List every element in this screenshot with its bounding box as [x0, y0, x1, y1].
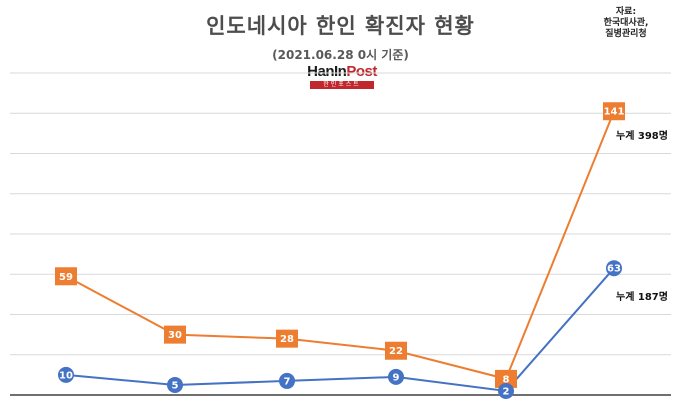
- data-label-circle: [58, 366, 74, 383]
- total-label: 누계 187명: [616, 290, 668, 303]
- total-label: 누계 398명: [616, 129, 668, 142]
- data-label: 10: [59, 370, 73, 381]
- data-label: 28: [280, 334, 294, 345]
- series-marks: 59 30 28 22 8 141 10 5 7 9 2 63: [55, 102, 625, 399]
- data-point: 9: [388, 368, 404, 385]
- data-point: 5: [167, 376, 183, 393]
- data-point: 8: [495, 369, 517, 388]
- logo-wordmark: HanInPost: [300, 64, 384, 80]
- data-point: 141: [603, 102, 625, 121]
- data-label-circle: [167, 376, 183, 393]
- logo-post: Post: [346, 63, 377, 80]
- data-point: 10: [58, 366, 74, 383]
- data-label: 8: [503, 374, 510, 385]
- data-label-box: [495, 369, 517, 388]
- source-note: 자료: 한국대사관, 질병관리청: [581, 7, 671, 40]
- series-line-blue: [65, 267, 615, 393]
- grid-lines: [10, 72, 671, 396]
- data-point: 30: [164, 325, 186, 344]
- data-label-box: [55, 267, 77, 286]
- data-label-box: [276, 329, 298, 348]
- data-label: 5: [172, 380, 179, 391]
- data-point: 28: [276, 329, 298, 348]
- logo-subtext: 한인포스트: [310, 81, 374, 89]
- data-point: 7: [279, 372, 295, 389]
- data-label-circle: [498, 382, 514, 399]
- source-line-1: 자료:: [615, 7, 637, 17]
- data-label-circle: [388, 368, 404, 385]
- data-label-box: [603, 102, 625, 121]
- data-point: 2: [498, 382, 514, 399]
- source-line-2: 한국대사관,: [603, 18, 649, 28]
- data-label-circle: [279, 372, 295, 389]
- series-lines: [65, 110, 615, 393]
- data-label: 59: [59, 272, 73, 283]
- chart-title: 인도네시아 한인 확진자 현황: [206, 14, 475, 38]
- data-label: 141: [604, 107, 625, 118]
- data-point: 63: [606, 260, 622, 277]
- data-label: 63: [607, 264, 621, 275]
- data-point: 22: [385, 341, 407, 360]
- data-label: 30: [168, 330, 182, 341]
- data-point: 59: [55, 267, 77, 286]
- chart-subtitle: (2021.06.28 0시 기준): [272, 48, 409, 62]
- data-label: 9: [393, 372, 400, 383]
- data-label-box: [385, 341, 407, 360]
- data-label: 22: [389, 346, 403, 357]
- data-label: 7: [284, 376, 291, 387]
- hanin-post-logo: HanInPost 한인포스트: [300, 64, 384, 92]
- data-label: 2: [503, 386, 510, 397]
- logo-han: HanIn: [307, 63, 347, 80]
- series-line-orange: [65, 110, 615, 381]
- data-label-box: [164, 325, 186, 344]
- data-label-circle: [606, 260, 622, 277]
- source-line-3: 질병관리청: [605, 29, 647, 39]
